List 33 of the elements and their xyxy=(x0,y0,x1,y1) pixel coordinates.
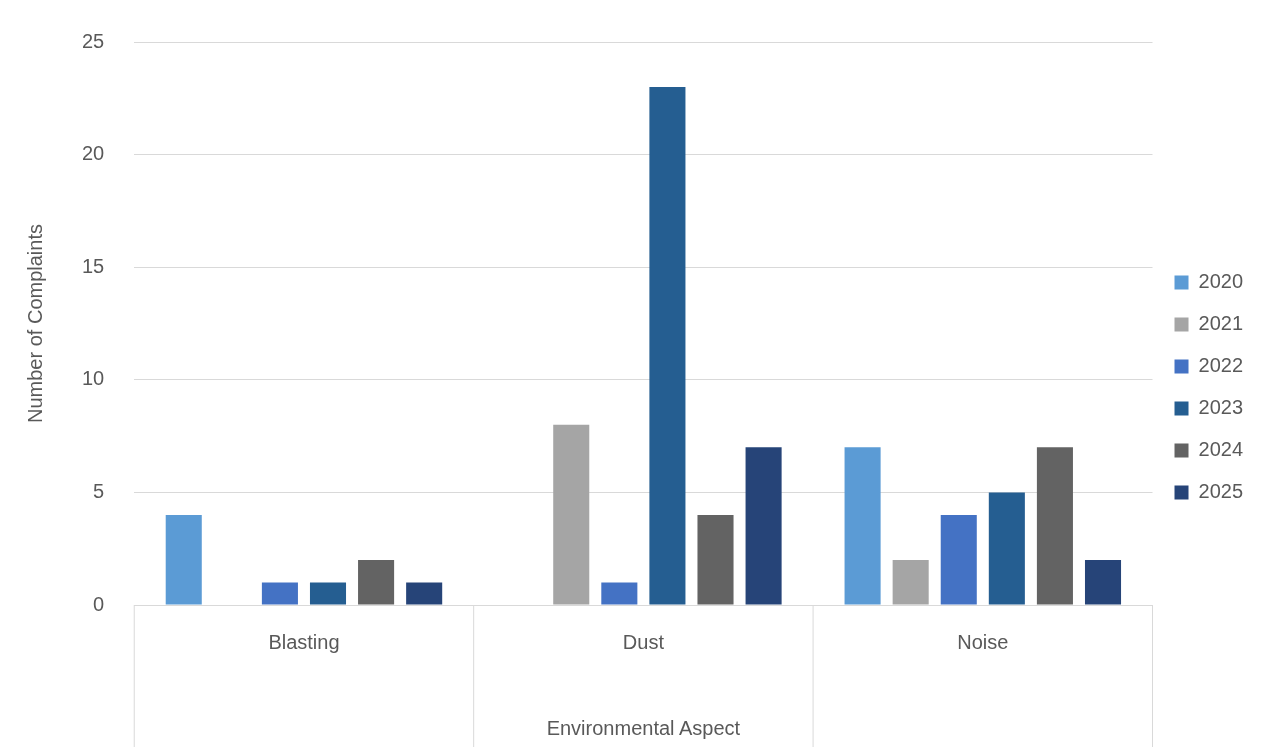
y-tick-label: 20 xyxy=(82,142,105,165)
bar xyxy=(553,424,590,605)
x-tick-label: Dust xyxy=(622,630,665,653)
bar xyxy=(892,559,929,605)
bar xyxy=(601,582,638,605)
y-tick-label: 15 xyxy=(82,254,105,277)
bar xyxy=(1036,447,1073,605)
bar xyxy=(309,582,347,605)
bar xyxy=(261,582,298,605)
y-axis-title: Number of Complaints xyxy=(23,224,46,423)
legend-label: 2023 xyxy=(1198,396,1244,419)
bar xyxy=(988,492,1025,605)
legend-label: 2021 xyxy=(1198,312,1244,335)
legend-label: 2025 xyxy=(1198,480,1244,503)
bar xyxy=(358,559,395,605)
bar xyxy=(406,582,443,605)
bar xyxy=(844,447,881,605)
x-tick-label: Blasting xyxy=(268,630,340,653)
y-tick-label: 10 xyxy=(82,367,105,390)
bar xyxy=(745,447,782,605)
x-tick-label: Noise xyxy=(957,630,1009,653)
bar xyxy=(940,514,977,605)
x-axis-title: Environmental Aspect xyxy=(546,716,741,739)
bar xyxy=(165,514,202,605)
legend-label: 2020 xyxy=(1198,270,1244,293)
bar xyxy=(697,514,734,605)
bar xyxy=(1084,559,1122,605)
y-tick-label: 25 xyxy=(82,29,105,52)
y-tick-label: 0 xyxy=(93,592,105,615)
legend-label: 2022 xyxy=(1198,354,1244,377)
legend-label: 2024 xyxy=(1198,438,1244,461)
y-tick-label: 5 xyxy=(93,479,105,502)
bar xyxy=(649,87,686,605)
